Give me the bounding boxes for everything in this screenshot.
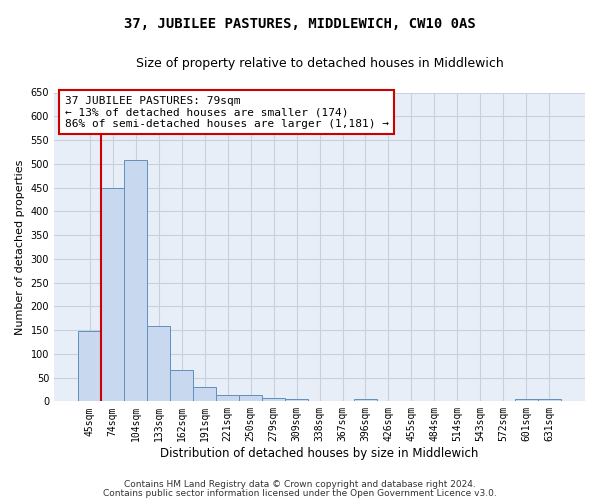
Text: Contains public sector information licensed under the Open Government Licence v3: Contains public sector information licen… [103, 489, 497, 498]
Text: 37 JUBILEE PASTURES: 79sqm
← 13% of detached houses are smaller (174)
86% of sem: 37 JUBILEE PASTURES: 79sqm ← 13% of deta… [65, 96, 389, 129]
Bar [515, 399, 538, 402]
Bar [193, 387, 216, 402]
Bar [147, 326, 170, 402]
Bar [285, 399, 308, 402]
Bar [216, 394, 239, 402]
Bar [354, 399, 377, 402]
Bar [124, 160, 147, 402]
Y-axis label: Number of detached properties: Number of detached properties [15, 159, 25, 334]
Bar [78, 332, 101, 402]
X-axis label: Distribution of detached houses by size in Middlewich: Distribution of detached houses by size … [160, 447, 479, 460]
Bar [101, 188, 124, 402]
Bar [170, 370, 193, 402]
Bar [538, 399, 561, 402]
Bar [262, 398, 285, 402]
Title: Size of property relative to detached houses in Middlewich: Size of property relative to detached ho… [136, 58, 503, 70]
Text: 37, JUBILEE PASTURES, MIDDLEWICH, CW10 0AS: 37, JUBILEE PASTURES, MIDDLEWICH, CW10 0… [124, 18, 476, 32]
Text: Contains HM Land Registry data © Crown copyright and database right 2024.: Contains HM Land Registry data © Crown c… [124, 480, 476, 489]
Bar [239, 394, 262, 402]
